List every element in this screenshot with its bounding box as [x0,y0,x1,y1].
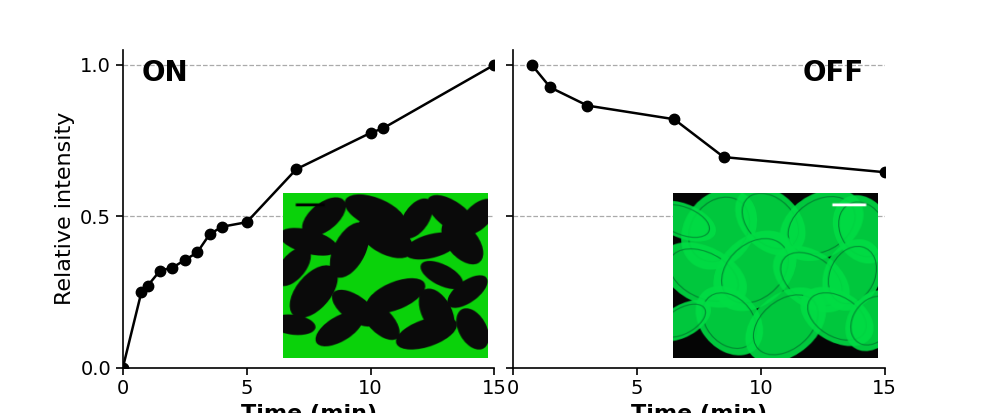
Text: ON: ON [142,59,188,87]
Text: OFF: OFF [803,59,864,87]
X-axis label: Time (min): Time (min) [241,404,376,413]
X-axis label: Time (min): Time (min) [631,404,767,413]
Y-axis label: Relative intensity: Relative intensity [54,112,75,305]
